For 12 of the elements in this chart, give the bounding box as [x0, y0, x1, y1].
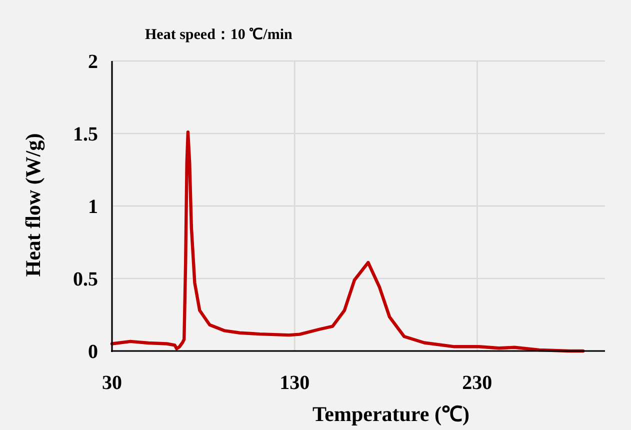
- x-axis-title: Temperature (℃): [312, 402, 470, 426]
- chart-title: Heat speed：10 ℃/min: [145, 27, 293, 43]
- y-tick-label: 2: [88, 51, 98, 73]
- line-series: [110, 130, 585, 353]
- y-tick-label: 0: [88, 341, 98, 363]
- y-tick-label: 1: [88, 196, 98, 218]
- y-axis-title: Heat flow (W/g): [21, 133, 45, 277]
- y-tick-label: 0.5: [73, 268, 98, 290]
- x-tick-label: 230: [462, 372, 492, 394]
- y-tick-label: 1.5: [73, 124, 98, 146]
- x-tick-label: 130: [280, 372, 310, 394]
- x-tick-label: 30: [102, 372, 122, 394]
